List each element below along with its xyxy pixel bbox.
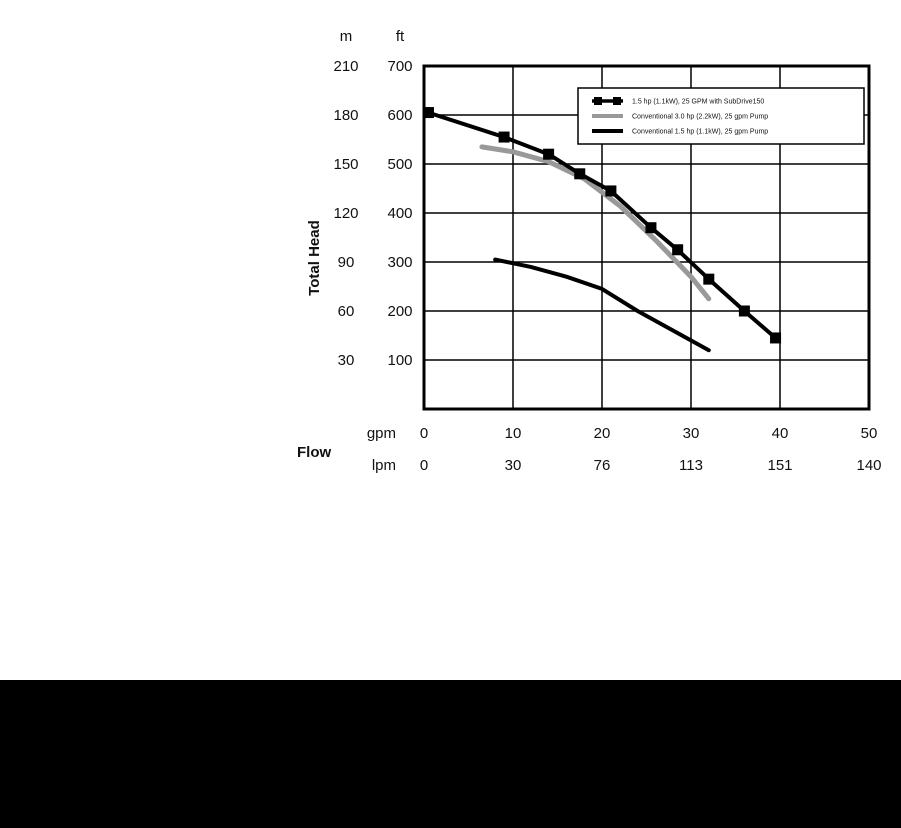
y-tick-ft: 200 bbox=[387, 303, 412, 320]
y-tick-ft: 500 bbox=[387, 156, 412, 173]
series-line-1 bbox=[426, 110, 778, 340]
x-tick-gpm: 20 bbox=[594, 425, 611, 442]
y-ticks-ft: 700 600 500 400 300 200 100 bbox=[387, 58, 412, 369]
series-line-3 bbox=[493, 257, 711, 353]
y-tick-ft: 300 bbox=[387, 254, 412, 271]
y-tick-m: 60 bbox=[338, 303, 355, 320]
series-1-marker bbox=[738, 305, 750, 317]
legend-label-2: Conventional 3.0 hp (2.2kW), 25 gpm Pump bbox=[632, 114, 768, 121]
x-tick-gpm: 30 bbox=[683, 425, 700, 442]
x-unit-lpm: lpm bbox=[372, 457, 396, 474]
x-tick-lpm: 76 bbox=[594, 457, 611, 474]
legend-label-1: 1.5 hp (1.1kW), 25 GPM with SubDrive150 bbox=[632, 99, 764, 106]
y-tick-m: 30 bbox=[338, 352, 355, 369]
y-tick-m: 90 bbox=[338, 254, 355, 271]
x-tick-gpm: 10 bbox=[505, 425, 522, 442]
x-tick-lpm: 113 bbox=[679, 457, 703, 474]
x-ticks-lpm: 0 30 76 113 151 140 bbox=[420, 457, 882, 474]
y-unit-ft: ft bbox=[396, 28, 405, 45]
y-ticks-m: 210 180 150 120 90 60 30 bbox=[333, 58, 358, 369]
series-1-marker bbox=[605, 185, 617, 197]
y-tick-ft: 400 bbox=[387, 205, 412, 222]
y-axis-title: Total Head bbox=[306, 220, 323, 296]
bottom-black-band bbox=[0, 680, 901, 828]
legend-box bbox=[577, 87, 865, 145]
legend-label-3: Conventional 1.5 hp (1.1kW), 25 gpm Pump bbox=[632, 129, 768, 136]
y-tick-m: 150 bbox=[333, 156, 358, 173]
x-ticks-gpm: 0 10 20 30 40 50 bbox=[420, 425, 878, 442]
legend: 1.5 hp (1.1kW), 25 GPM with SubDrive150 C… bbox=[577, 87, 865, 145]
series-line-2 bbox=[479, 144, 712, 302]
legend-marker bbox=[594, 97, 602, 105]
x-tick-lpm: 30 bbox=[505, 457, 522, 474]
x-unit-gpm: gpm bbox=[367, 425, 396, 442]
legend-marker bbox=[613, 97, 621, 105]
x-tick-gpm: 0 bbox=[420, 425, 428, 442]
y-unit-m: m bbox=[340, 28, 353, 45]
x-tick-gpm: 50 bbox=[861, 425, 878, 442]
x-tick-gpm: 40 bbox=[772, 425, 789, 442]
series-1-marker bbox=[543, 148, 555, 160]
y-tick-ft: 700 bbox=[387, 58, 412, 75]
y-tick-m: 210 bbox=[333, 58, 358, 75]
x-tick-lpm: 140 bbox=[856, 457, 881, 474]
y-tick-ft: 100 bbox=[387, 352, 412, 369]
series-1-marker bbox=[498, 131, 510, 143]
series-1-marker bbox=[422, 107, 434, 119]
x-tick-lpm: 0 bbox=[420, 457, 428, 474]
series-layer bbox=[422, 107, 782, 353]
x-tick-lpm: 151 bbox=[767, 457, 792, 474]
series-1-marker bbox=[770, 332, 782, 344]
y-tick-m: 180 bbox=[333, 107, 358, 124]
series-1-marker bbox=[703, 273, 715, 285]
y-tick-m: 120 bbox=[333, 205, 358, 222]
series-1-marker bbox=[574, 168, 586, 180]
x-axis-title: Flow bbox=[297, 444, 331, 461]
series-1-marker bbox=[672, 244, 684, 256]
plot-frame bbox=[422, 64, 871, 411]
series-1-marker bbox=[645, 222, 657, 234]
y-tick-ft: 600 bbox=[387, 107, 412, 124]
